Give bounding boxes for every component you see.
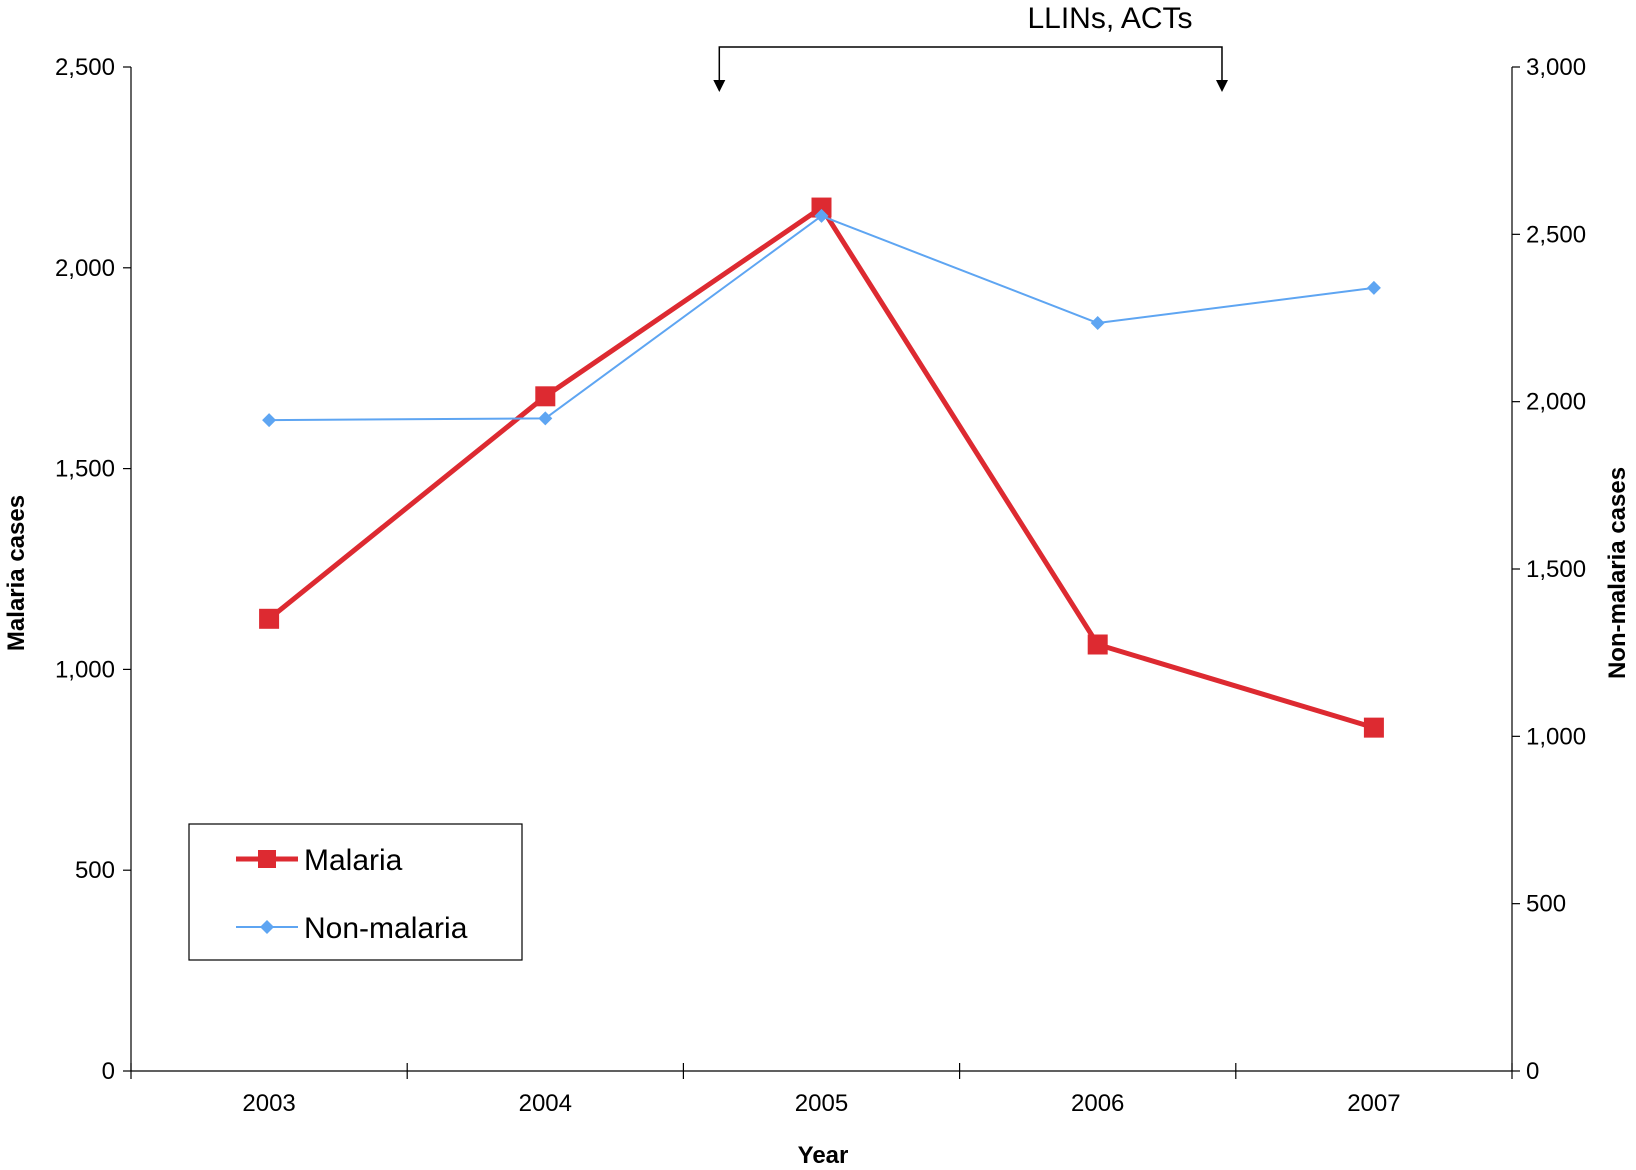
non-malaria-point (1366, 280, 1381, 295)
annotation-label: LLINs, ACTs (1027, 2, 1192, 35)
left-axis-title: Malaria cases (3, 495, 30, 651)
x-tick-label: 2003 (242, 1090, 295, 1117)
left-tick-label: 500 (75, 857, 115, 884)
malaria-series-line (267, 205, 1375, 731)
x-tick-label: 2004 (519, 1090, 572, 1117)
annotation-arrowhead (1215, 80, 1228, 92)
right-tick-label: 1,000 (1526, 723, 1586, 750)
annotation-bracket (718, 46, 1223, 82)
legend-box (188, 823, 523, 961)
right-tick-label: 0 (1526, 1058, 1539, 1085)
legend-nonmalaria-marker (260, 920, 274, 934)
right-axis-title: Non-malaria cases (1604, 467, 1631, 679)
left-tick-label: 2,500 (55, 54, 115, 81)
non-malaria-point (262, 413, 277, 428)
series-layer (259, 197, 1384, 738)
x-axis-title: Year (798, 1142, 849, 1169)
malaria-point (535, 386, 556, 407)
x-tick-label: 2007 (1347, 1090, 1400, 1117)
x-tick-label: 2006 (1071, 1090, 1124, 1117)
axes (123, 66, 1520, 1079)
left-tick-label: 1,000 (55, 656, 115, 683)
left-tick-label: 1,500 (55, 456, 115, 483)
annotation-arrowhead (713, 80, 726, 92)
right-tick-label: 2,000 (1526, 389, 1586, 416)
right-tick-label: 2,500 (1526, 221, 1586, 248)
malaria-point (1363, 717, 1384, 738)
tick-labels: 0 500 1,000 1,500 2,000 2,500 0 500 1,000 1,500 2,… (55, 54, 1586, 1117)
legend-malaria-marker (258, 850, 276, 868)
right-tick-label: 1,500 (1526, 556, 1586, 583)
malaria-point (259, 608, 280, 629)
x-tick-label: 2005 (795, 1090, 848, 1117)
non-malaria-point (814, 208, 829, 223)
left-tick-label: 2,000 (55, 255, 115, 282)
legend-malaria-label: Malaria (304, 844, 403, 877)
non-malaria-series-line (269, 214, 1375, 422)
intervention-annotation: LLINs, ACTs (713, 2, 1228, 92)
malaria-point (1087, 634, 1108, 655)
non-malaria-point (538, 411, 553, 426)
non-malaria-point (1090, 316, 1105, 331)
legend-nonmalaria-label: Non-malaria (304, 912, 468, 945)
right-tick-label: 3,000 (1526, 54, 1586, 81)
left-tick-label: 0 (102, 1058, 115, 1085)
malaria-point (811, 197, 832, 218)
legend: Malaria Non-malaria (188, 823, 523, 961)
right-tick-label: 500 (1526, 891, 1566, 918)
